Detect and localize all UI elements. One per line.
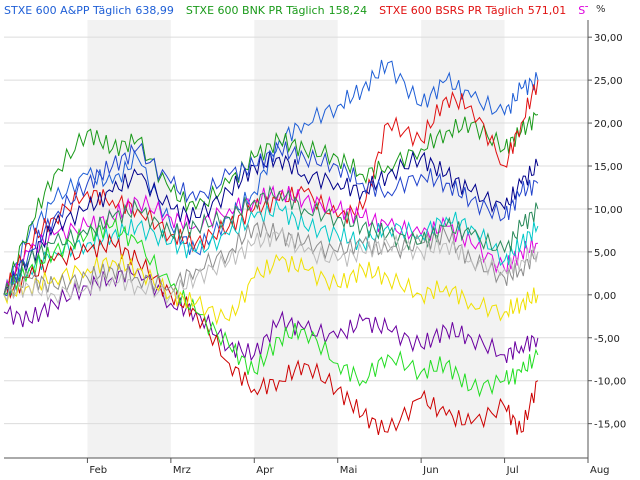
series-line [3, 253, 539, 326]
series-line [3, 80, 539, 296]
x-tick-label: Mai [340, 465, 358, 476]
y-tick-label: -10,00 [594, 377, 626, 388]
series-line [3, 227, 539, 305]
y-tick-label: 20,00 [594, 119, 623, 130]
y-tick-label: -15,00 [594, 420, 626, 431]
x-tick-label: Aug [590, 465, 610, 476]
legend-series-name: STXE 600 BSRS PR Täglich [379, 4, 524, 17]
legend-series-value: 571,01 [527, 4, 567, 17]
x-tick-label: Jul [506, 465, 519, 476]
x-tick-label: Mrz [173, 465, 191, 476]
legend-item: STXE 600 BSRS PR Täglich 571,01 [379, 4, 570, 17]
x-tick-label: Feb [89, 465, 107, 476]
x-tick-label: Apr [256, 465, 274, 476]
legend-series-name: STXE 600 A&PP Täglich [4, 4, 132, 17]
legend-item: STXE 600 CHEM [578, 4, 588, 17]
y-tick-label: 25,00 [594, 76, 623, 87]
y-tick-label: 5,00 [594, 248, 616, 259]
legend-item: STXE 600 A&PP Täglich 638,99 [4, 4, 178, 17]
y-tick-label: -5,00 [594, 334, 620, 345]
y-tick-label: 0,00 [594, 291, 616, 302]
legend: STXE 600 A&PP Täglich 638,99 STXE 600 BNK … [4, 2, 588, 20]
legend-series-value: 158,24 [328, 4, 368, 17]
y-tick-label: 10,00 [594, 205, 623, 216]
y-axis-unit-label: % [596, 4, 606, 15]
series-line [3, 233, 539, 436]
legend-series-name: STXE 600 CHEM [578, 4, 588, 17]
legend-item: STXE 600 BNK PR Täglich 158,24 [186, 4, 371, 17]
series-line [3, 198, 539, 303]
y-tick-label: 15,00 [594, 162, 623, 173]
series-line [3, 150, 539, 297]
series-line [3, 141, 539, 297]
series-line [3, 184, 539, 296]
series-line [3, 111, 539, 296]
y-tick-label: 30,00 [594, 33, 623, 44]
month-band [87, 20, 171, 458]
legend-series-value: 638,99 [135, 4, 174, 17]
x-tick-label: Jun [422, 465, 439, 476]
series-line [3, 263, 539, 364]
legend-series-name: STXE 600 BNK PR Täglich [185, 4, 325, 17]
